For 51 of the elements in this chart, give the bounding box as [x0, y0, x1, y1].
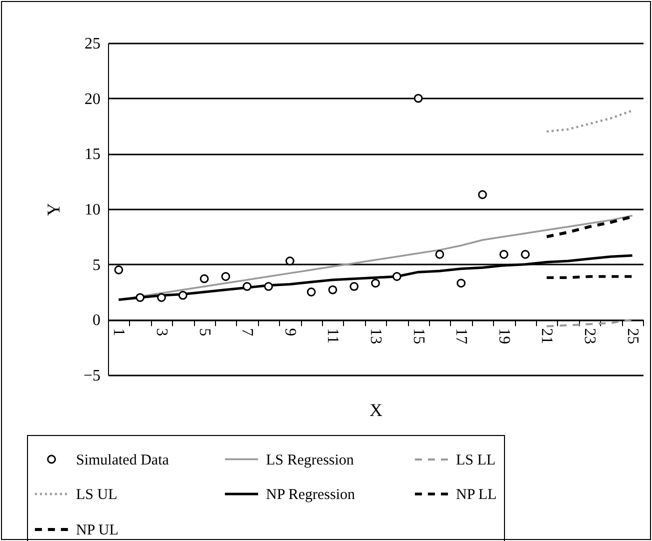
point [499, 250, 508, 259]
y-tick-label: 5 [92, 256, 100, 274]
x-tick-label: 3 [153, 328, 170, 336]
x-axis-title: X [370, 400, 382, 420]
legend-label: LS LL [456, 452, 496, 468]
point [285, 256, 294, 266]
legend-label: LS Regression [266, 452, 354, 468]
x-tick-label: 23 [581, 328, 598, 344]
point [456, 278, 466, 288]
x-tick-label: 1 [110, 328, 128, 336]
x-tick-label: 19 [495, 328, 512, 344]
x-tick-label: 7 [238, 328, 256, 336]
y-tick-label: 20 [84, 90, 100, 108]
x-tick-label: 15 [410, 328, 427, 344]
y-tick-label: 25 [84, 36, 100, 52]
point [306, 288, 316, 296]
y-tick-label: 15 [84, 146, 100, 164]
point [328, 285, 338, 294]
point [520, 250, 530, 259]
x-tick-label: 11 [324, 328, 342, 344]
legend-label: LS UL [76, 487, 118, 503]
y-tick-label: −5 [83, 368, 100, 384]
point [264, 282, 273, 291]
point [371, 278, 380, 288]
x-tick-label: 25 [624, 328, 641, 344]
y-tick-label: 0 [92, 312, 100, 330]
point [178, 290, 188, 300]
legend-label: NP Regression [266, 487, 356, 503]
point [136, 293, 145, 302]
y-axis-title: Y [43, 203, 64, 216]
point [414, 94, 423, 103]
x-tick-label: 13 [367, 328, 384, 344]
line-series [546, 109, 634, 133]
legend-label: Simulated Data [76, 452, 170, 468]
point [157, 293, 166, 302]
x-tick-label: 17 [452, 328, 470, 344]
point [435, 250, 444, 259]
point [221, 272, 230, 281]
point [114, 265, 124, 274]
x-tick-label: 9 [281, 328, 298, 336]
point [242, 282, 252, 291]
y-tick-label: 10 [84, 202, 100, 218]
point [200, 274, 209, 284]
point [350, 282, 359, 291]
x-tick-label: 5 [196, 328, 213, 336]
legend-label: NP LL [456, 487, 497, 503]
x-tick-label: 21 [538, 328, 556, 344]
legend-label: NP UL [76, 522, 118, 538]
line-series [546, 318, 634, 328]
point [392, 272, 402, 281]
point [478, 190, 487, 200]
